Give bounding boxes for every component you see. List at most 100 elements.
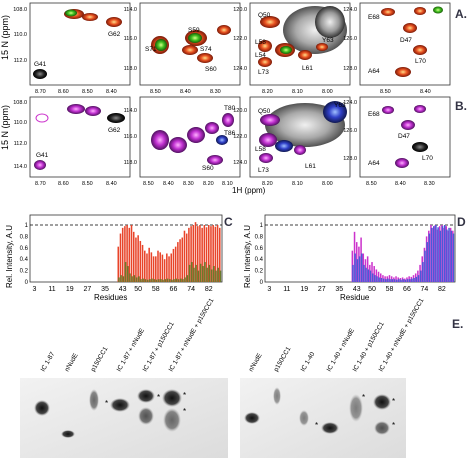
bar [132,231,135,282]
tick-y: 116.0 [124,134,137,140]
spectrum-b4: 124.0 126.0 128.0 8.50 8.40 8.30 E68 D47… [343,96,451,187]
peak [107,113,125,123]
tick-x: 11 [283,286,290,293]
residue-label: D47 [400,37,412,44]
residue-label: S60 [202,165,214,172]
tick-x: 74 [421,286,429,293]
bar [452,233,455,282]
spectrum-a2: 114.0 116.0 118.0 8.50 8.40 8.30 S59 S71… [124,2,241,95]
gel-band [321,422,339,434]
band-marker: * [392,421,395,430]
panel-c-chart: Rel. Intensity, A.U Residues C 0 0.2 0.4 0.… [5,214,233,302]
spectrum-a4: 124.0 126.0 128.0 8.50 8.40 E68 D47 L70 … [343,2,451,95]
residue-label: L73 [258,167,269,174]
residue-label: G41 [34,61,47,68]
residue-label: A64 [368,68,380,75]
tick-x: 50 [368,286,376,293]
bar [354,253,356,282]
gel-background [240,378,406,458]
bar [428,233,431,282]
tick-y: 110.0 [14,32,27,38]
bar [367,269,370,282]
bar [426,242,428,282]
bar [124,226,126,282]
peak [403,23,417,33]
band-marker: * [315,421,318,430]
bar [219,227,221,282]
tick-y: 118.0 [124,160,137,166]
tick-x: 8.50 [143,181,154,187]
bar [358,256,361,282]
peak [260,114,280,126]
bar [217,267,219,282]
lane-label: nNudE [64,352,80,373]
gel-band [138,407,154,425]
tick-x: 8.50 [150,89,161,95]
bar [155,279,158,282]
gel-background [20,378,228,458]
tick-y: 124.0 [343,7,357,13]
peak [222,113,234,127]
bar [137,276,140,282]
tick-y: 114.0 [124,7,137,13]
tick-y: 116.0 [124,36,137,42]
bar [190,226,192,282]
tick-y: 108.0 [13,100,27,106]
tick-x: 74 [187,286,195,293]
bar [419,270,422,282]
bar [415,276,418,282]
bar [393,279,396,282]
tick-y: 0.8 [255,234,264,240]
peak [258,57,272,67]
bar [207,225,210,282]
peak [258,40,272,52]
gel-band [373,394,391,410]
bar [150,252,153,282]
bar [185,233,188,282]
bar [177,242,179,282]
spectrum-a3: 120.0 122.0 124.0 8.20 8.10 8.00 Q50 Y63… [233,2,351,95]
tick-x: 8.10 [222,181,233,187]
bar [432,226,435,282]
residue-label: E68 [368,111,380,118]
peak [182,45,198,55]
bar [387,278,389,282]
peak [294,145,306,155]
bar [172,248,175,282]
peak [259,153,273,163]
tick-x: 50 [134,286,142,293]
tick-y: 118.0 [124,66,137,72]
peak [216,135,228,145]
bar [186,275,189,282]
bar [422,262,424,282]
bar [148,247,150,282]
y-axis-label: Rel. Intensity, A.U [5,225,14,288]
bar [408,279,411,282]
panel-c-letter: C [224,215,233,229]
bar [166,278,169,282]
bar [122,276,125,282]
lane-label: p150CC1 [273,345,293,373]
gel-band [137,389,155,403]
bar [360,253,363,282]
bar [437,227,439,282]
peak [259,133,277,147]
bar [130,225,133,282]
tick-y: 1 [25,223,29,229]
bar [366,256,369,282]
tick-x: 8.20 [203,181,214,187]
bar [135,277,138,282]
peak [151,130,169,150]
bar [190,262,193,282]
tick-y: 124.0 [343,100,357,106]
tick-x: 8.50 [366,181,377,187]
bar [380,278,383,282]
bar [398,279,400,282]
bar [146,279,149,282]
bar [159,252,161,282]
bar [446,229,448,282]
residue-label: L61 [305,163,316,170]
residue-label: L70 [422,155,433,162]
residue-label: S71 [145,46,157,53]
